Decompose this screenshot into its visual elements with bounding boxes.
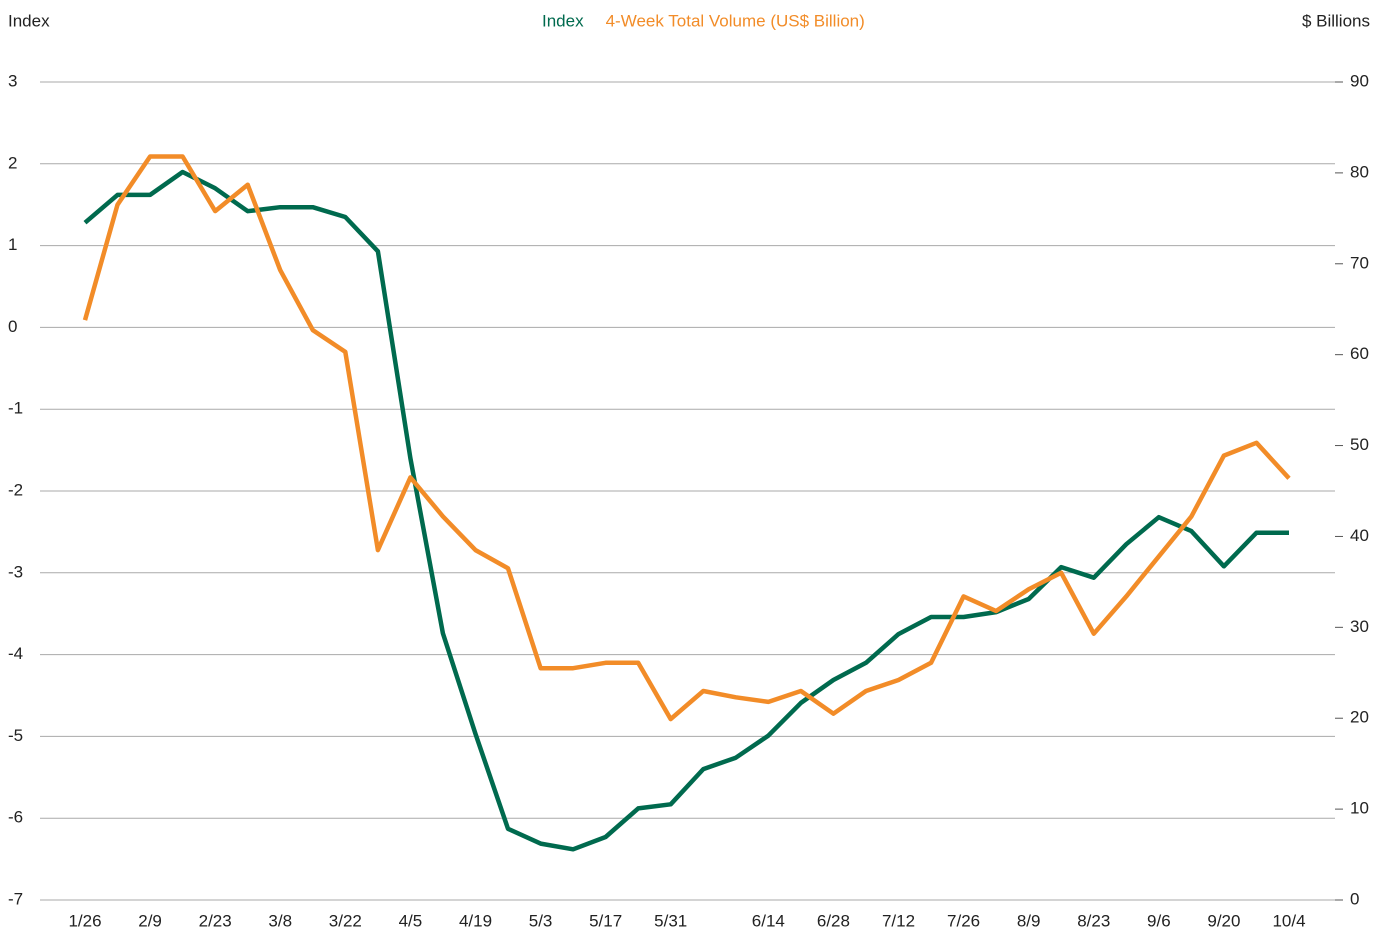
y2-tick-label: 30 [1350, 617, 1369, 636]
x-tick-label: 8/9 [1017, 911, 1041, 930]
x-tick-label: 5/31 [654, 911, 687, 930]
x-tick-label: 2/9 [138, 911, 162, 930]
x-tick-label: 7/26 [947, 911, 980, 930]
legend-label: 4-Week Total Volume (US$ Billion) [606, 11, 865, 30]
y2-tick-label: 10 [1350, 799, 1369, 818]
y2-tick-label: 20 [1350, 708, 1369, 727]
y2-tick-label: 70 [1350, 253, 1369, 272]
legend-label: Index [542, 11, 584, 30]
y-tick-label: -3 [8, 562, 23, 581]
x-tick-label: 10/4 [1272, 911, 1305, 930]
y-tick-label: -4 [8, 644, 23, 663]
series-line [83, 169, 1289, 852]
x-tick-label: 9/20 [1207, 911, 1240, 930]
x-tick-label: 5/3 [529, 911, 553, 930]
y-axis-title: Index [8, 11, 50, 30]
y2-tick-label: 40 [1350, 526, 1369, 545]
x-tick-label: 7/12 [882, 911, 915, 930]
y-tick-label: 2 [8, 153, 17, 172]
x-tick-label: 6/14 [752, 911, 785, 930]
y2-tick-label: 0 [1350, 889, 1359, 908]
x-tick-label: 8/23 [1077, 911, 1110, 930]
x-tick-label: 3/22 [329, 911, 362, 930]
y2-tick-label: 60 [1350, 344, 1369, 363]
y2-tick-label: 90 [1350, 71, 1369, 90]
y-tick-label: -5 [8, 726, 23, 745]
y-tick-label: 1 [8, 235, 17, 254]
x-tick-label: 4/19 [459, 911, 492, 930]
y2-tick-label: 50 [1350, 435, 1369, 454]
x-tick-label: 6/28 [817, 911, 850, 930]
y-tick-label: -2 [8, 480, 23, 499]
x-tick-label: 2/23 [199, 911, 232, 930]
y-tick-label: -7 [8, 889, 23, 908]
x-tick-label: 1/26 [68, 911, 101, 930]
y-tick-label: -1 [8, 399, 23, 418]
x-tick-label: 4/5 [399, 911, 423, 930]
y-tick-label: -6 [8, 808, 23, 827]
y-tick-label: 0 [8, 317, 17, 336]
x-tick-label: 3/8 [268, 911, 292, 930]
y-tick-label: 3 [8, 71, 17, 90]
series-line [82, 154, 1291, 722]
x-tick-label: 5/17 [589, 911, 622, 930]
y2-tick-label: 80 [1350, 162, 1369, 181]
x-tick-label: 9/6 [1147, 911, 1171, 930]
y2-axis-title: $ Billions [1302, 11, 1370, 30]
